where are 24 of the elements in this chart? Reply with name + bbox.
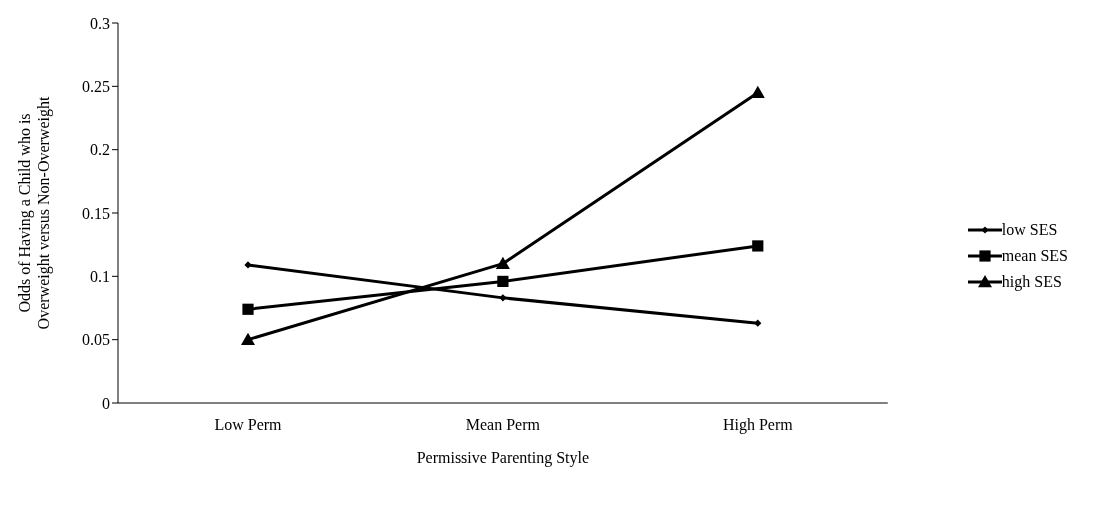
y-tick-label: 0.25: [82, 78, 110, 96]
point: [241, 332, 255, 345]
y-axis-title: Odds of Having a Child who is Overweight versus Non-Overweight: [16, 96, 53, 330]
point: [242, 303, 254, 315]
point: [497, 275, 509, 287]
point: [499, 294, 507, 302]
x-tick-label: Low Perm: [214, 416, 283, 434]
point: [495, 256, 510, 269]
y-tick-label: 0.3: [90, 14, 110, 32]
legend-label: high SES: [1001, 272, 1062, 291]
legend-label: low SES: [1001, 220, 1058, 239]
y-tick-label: 0: [102, 394, 110, 412]
point: [244, 261, 252, 269]
y-tick-label: 0.1: [90, 268, 110, 286]
point: [754, 319, 762, 327]
x-tick-label: Mean Perm: [465, 416, 541, 434]
y-tick-label: 0.2: [90, 141, 110, 159]
x-axis-title: Permissive Parenting Style: [416, 449, 590, 467]
legend-label: mean SES: [1001, 246, 1068, 265]
y-tick-label: 0.15: [82, 204, 110, 222]
point: [750, 85, 765, 98]
x-tick-label: High Perm: [722, 416, 794, 435]
point: [752, 240, 764, 252]
y-tick-label: 0.05: [82, 331, 110, 349]
